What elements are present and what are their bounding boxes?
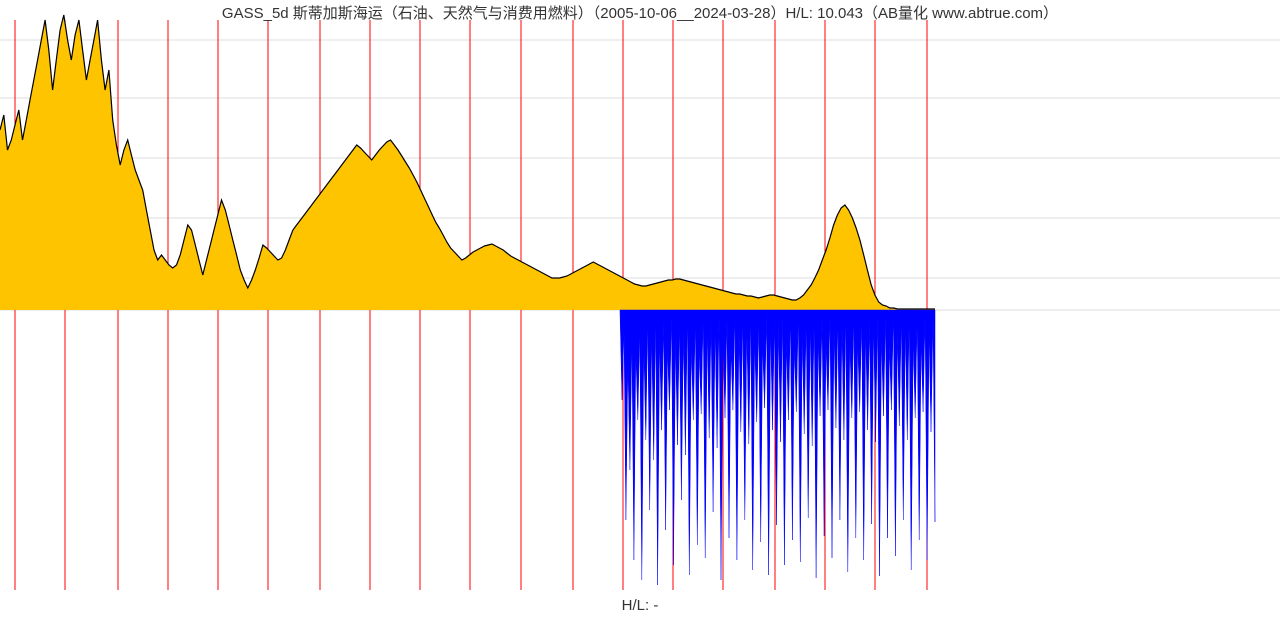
chart-footer: H/L: - [0,597,1280,614]
stock-chart: GASS_5d 斯蒂加斯海运（石油、天然气与消费用燃料）（2005-10-06_… [0,0,1280,620]
chart-title: GASS_5d 斯蒂加斯海运（石油、天然气与消费用燃料）（2005-10-06_… [0,2,1280,23]
chart-canvas [0,0,1280,620]
